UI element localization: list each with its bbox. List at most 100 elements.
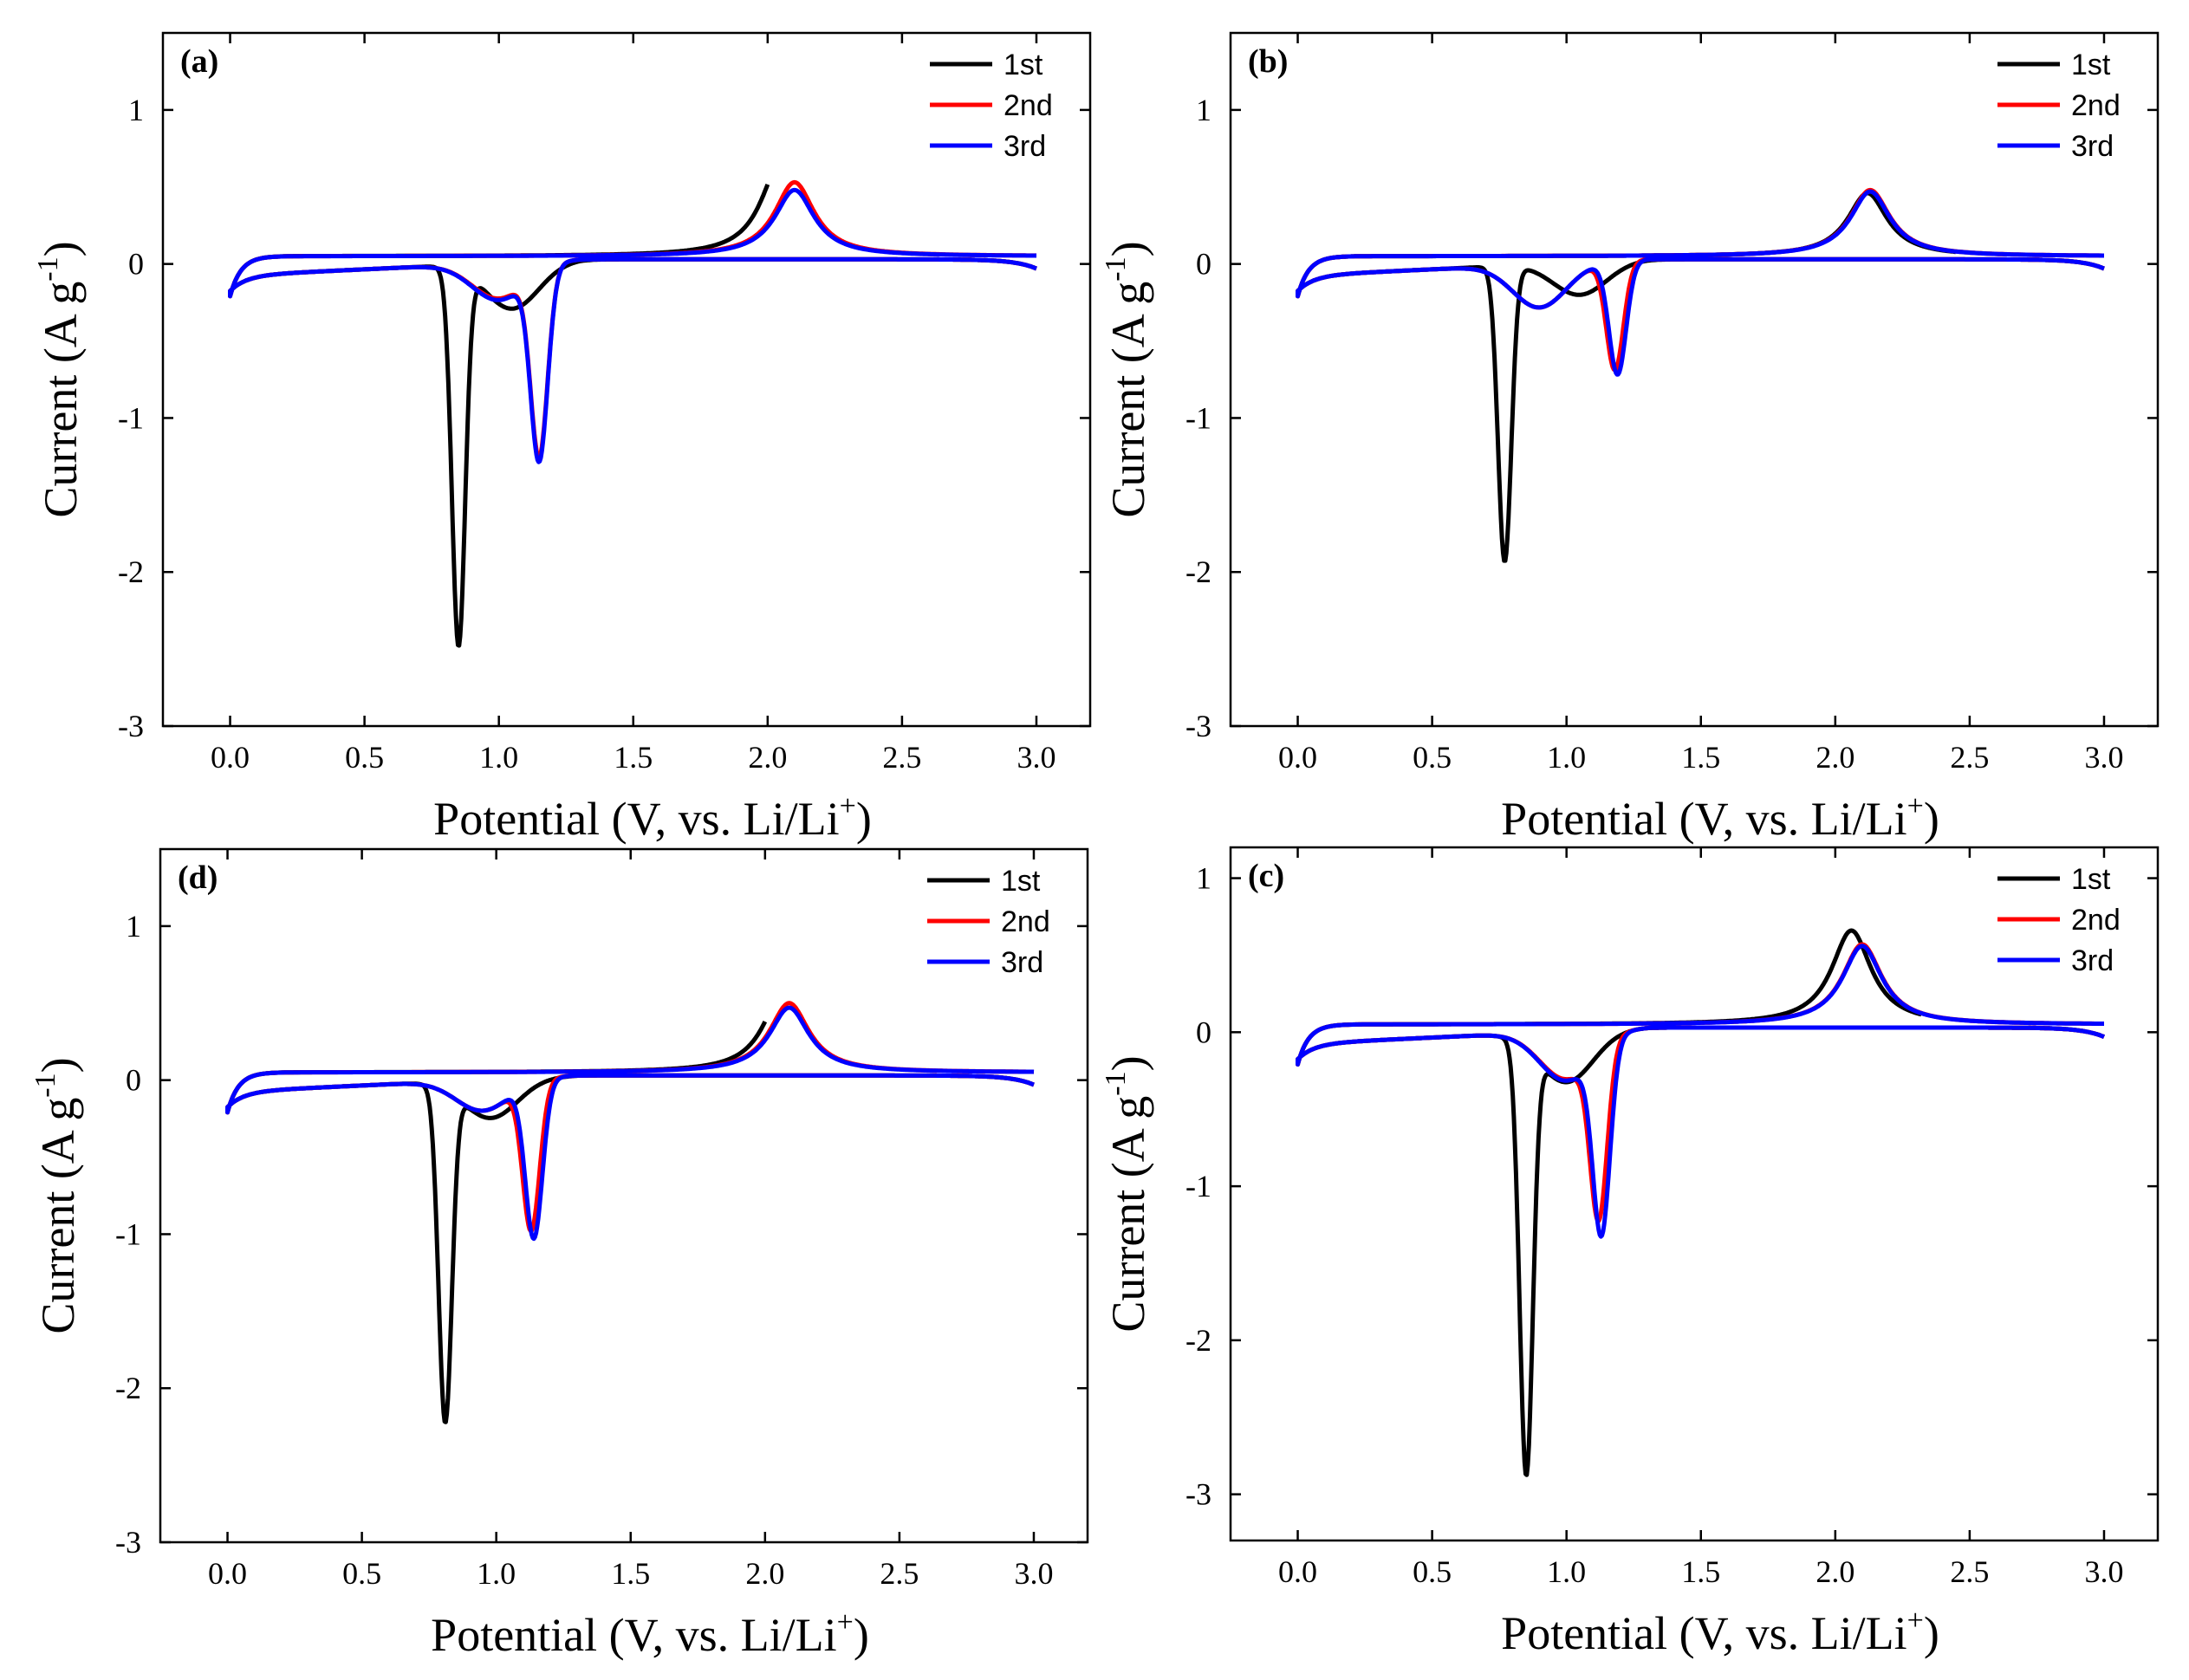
plot-frame bbox=[1229, 31, 2160, 728]
x-axis-title: Potential (V, vs. Li/Li+) bbox=[1501, 1605, 1939, 1659]
y-tick-label: -1 bbox=[1185, 1169, 1211, 1203]
x-tick-label: 0.5 bbox=[1413, 740, 1452, 775]
series-line-3rd bbox=[1296, 944, 2106, 1239]
x-axis-title: Potential (V, vs. Li/Li+) bbox=[433, 790, 872, 845]
y-tick-label: 0 bbox=[128, 247, 144, 282]
x-axis-title: Potential (V, vs. Li/Li+) bbox=[1501, 790, 1939, 845]
x-tick-label: 3.0 bbox=[2084, 740, 2123, 775]
x-axis-title-sup: + bbox=[1907, 1605, 1924, 1637]
y-tick-label: -2 bbox=[1185, 1323, 1211, 1358]
legend-label-2nd: 2nd bbox=[2071, 89, 2121, 122]
y-axis-title-main: Current (A g bbox=[35, 282, 87, 518]
x-axis-title-main: Potential (V, vs. Li/Li bbox=[1501, 1607, 1907, 1659]
y-tick-label: -1 bbox=[1185, 400, 1211, 435]
x-tick-label: 1.0 bbox=[477, 1556, 516, 1591]
x-axis-title-sup: + bbox=[837, 1606, 854, 1638]
y-tick-label: -2 bbox=[115, 1371, 141, 1405]
y-axis-title-tail: ) bbox=[1102, 241, 1154, 256]
legend-label-1st: 1st bbox=[2071, 863, 2111, 896]
y-tick-label: 0 bbox=[1196, 247, 1211, 282]
y-tick-label: 0 bbox=[126, 1063, 141, 1098]
y-tick-label: -1 bbox=[115, 1216, 141, 1251]
y-tick-label: -1 bbox=[118, 400, 144, 435]
plot-frame bbox=[1229, 846, 2160, 1542]
x-axis-title-tail: ) bbox=[1924, 793, 1939, 845]
y-axis-title-tail: ) bbox=[1102, 1055, 1154, 1071]
y-axis-title-tail: ) bbox=[35, 241, 87, 256]
x-tick-label: 3.0 bbox=[1014, 1556, 1053, 1591]
y-tick-label: -2 bbox=[1185, 555, 1211, 589]
plot-frame bbox=[159, 847, 1089, 1544]
x-axis-title: Potential (V, vs. Li/Li+) bbox=[431, 1606, 869, 1661]
y-tick-label: -3 bbox=[118, 709, 144, 743]
legend-label-2nd: 2nd bbox=[2071, 904, 2121, 937]
x-tick-label: 0.5 bbox=[345, 740, 384, 775]
legend-label-2nd: 2nd bbox=[1001, 905, 1050, 938]
x-axis-title-main: Potential (V, vs. Li/Li bbox=[1501, 793, 1907, 845]
series-line-3rd bbox=[225, 1005, 1036, 1242]
panel-label: (a) bbox=[180, 43, 218, 80]
x-axis-title-main: Potential (V, vs. Li/Li bbox=[433, 793, 840, 845]
y-axis-title-sup: -1 bbox=[1100, 1071, 1132, 1095]
x-tick-label: 0.0 bbox=[208, 1556, 247, 1591]
y-axis-title-main: Current (A g bbox=[1102, 1096, 1154, 1333]
y-axis-title-tail: ) bbox=[32, 1057, 84, 1073]
y-tick-label: 1 bbox=[126, 909, 141, 944]
chart-panel-1: 0.0 0.5 1.0 1.5 2.0 2.5 3.0 -3 -2 -1 0 1 Potential (… bbox=[1100, 31, 2160, 845]
x-tick-label: 2.5 bbox=[1950, 740, 1989, 775]
x-axis-title-tail: ) bbox=[856, 793, 872, 845]
chart-panel-3: 0.0 0.5 1.0 1.5 2.0 2.5 3.0 -3 -2 -1 0 1 Potential (… bbox=[1100, 846, 2160, 1659]
y-axis-title-main: Current (A g bbox=[1102, 282, 1154, 518]
panel-label: (d) bbox=[178, 859, 218, 896]
x-tick-label: 1.0 bbox=[479, 740, 518, 775]
y-tick-label: 0 bbox=[1196, 1015, 1211, 1049]
x-axis-title-tail: ) bbox=[1924, 1607, 1939, 1659]
x-tick-label: 0.0 bbox=[1278, 740, 1317, 775]
series-line-2nd bbox=[1296, 942, 2106, 1223]
legend-label-1st: 1st bbox=[1001, 865, 1041, 898]
series-line-1st bbox=[1296, 928, 2106, 1477]
y-tick-label: -3 bbox=[1185, 1477, 1211, 1512]
y-axis-title-sup: -1 bbox=[1100, 256, 1132, 281]
x-tick-label: 1.0 bbox=[1547, 740, 1586, 775]
legend-label-3rd: 3rd bbox=[1001, 946, 1043, 979]
legend-label-3rd: 3rd bbox=[2071, 130, 2114, 163]
x-tick-label: 2.5 bbox=[1950, 1554, 1989, 1589]
y-tick-label: -3 bbox=[1185, 709, 1211, 743]
x-tick-label: 0.0 bbox=[211, 740, 250, 775]
x-tick-label: 2.0 bbox=[745, 1556, 784, 1591]
y-axis-title: Current (A g-1) bbox=[1100, 241, 1154, 517]
y-axis-title-main: Current (A g bbox=[32, 1098, 84, 1334]
x-axis-title-tail: ) bbox=[854, 1609, 869, 1661]
x-tick-label: 2.5 bbox=[882, 740, 921, 775]
y-tick-label: -3 bbox=[115, 1525, 141, 1560]
x-axis-title-sup: + bbox=[1907, 790, 1924, 822]
legend-label-3rd: 3rd bbox=[2071, 944, 2114, 977]
x-tick-label: 0.5 bbox=[1413, 1554, 1452, 1589]
x-tick-label: 0.0 bbox=[1278, 1554, 1317, 1589]
y-axis-title-sup: -1 bbox=[32, 256, 64, 281]
x-axis-title-sup: + bbox=[840, 790, 856, 822]
x-tick-label: 2.5 bbox=[880, 1556, 919, 1591]
y-axis-title-sup: -1 bbox=[29, 1073, 62, 1097]
legend-label-3rd: 3rd bbox=[1004, 130, 1046, 163]
y-axis-title: Current (A g-1) bbox=[29, 1057, 84, 1333]
legend-label-1st: 1st bbox=[2071, 49, 2111, 81]
legend-label-1st: 1st bbox=[1004, 49, 1043, 81]
x-tick-label: 1.5 bbox=[614, 740, 653, 775]
y-tick-label: 1 bbox=[1196, 93, 1211, 127]
plot-frame bbox=[161, 31, 1092, 728]
y-tick-label: -2 bbox=[118, 555, 144, 589]
x-tick-label: 1.0 bbox=[1547, 1554, 1586, 1589]
x-tick-label: 2.0 bbox=[1816, 740, 1854, 775]
x-tick-label: 2.0 bbox=[1816, 1554, 1854, 1589]
x-axis-title-main: Potential (V, vs. Li/Li bbox=[431, 1609, 837, 1661]
chart-panel-0: 0.0 0.5 1.0 1.5 2.0 2.5 3.0 -3 -2 -1 0 1 Potential (… bbox=[32, 31, 1092, 845]
series-line-1st bbox=[1296, 191, 2106, 563]
series-line-2nd bbox=[1296, 187, 2106, 373]
x-tick-label: 1.5 bbox=[1681, 1554, 1720, 1589]
y-tick-label: 1 bbox=[128, 93, 144, 127]
panel-label: (c) bbox=[1248, 858, 1284, 894]
x-tick-label: 0.5 bbox=[342, 1556, 381, 1591]
